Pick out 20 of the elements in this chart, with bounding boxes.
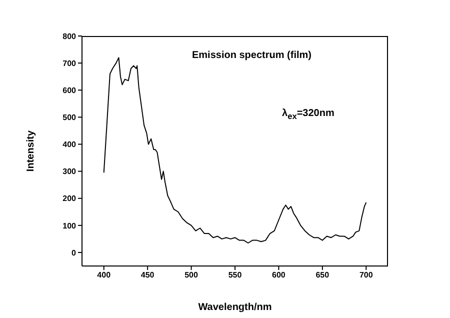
y-tick-label: 400 — [62, 140, 77, 150]
annotation: Emission spectrum (film) — [192, 50, 312, 61]
x-tick-label: 700 — [359, 270, 374, 280]
x-tick-label: 650 — [316, 270, 330, 280]
x-tick-label: 500 — [184, 270, 199, 280]
y-tick-label: 200 — [62, 194, 77, 204]
y-tick-label: 0 — [72, 248, 77, 258]
x-axis-title: Wavelength/nm — [198, 302, 272, 313]
x-tick-label: 550 — [228, 270, 242, 280]
y-tick-label: 300 — [62, 167, 77, 176]
annotation: λ$_{ex}$=320nm — [282, 108, 334, 121]
y-tick-label: 800 — [62, 32, 77, 41]
x-tick-label: 400 — [97, 270, 112, 280]
x-tick-label: 450 — [140, 270, 155, 280]
y-axis-title: Intensity — [26, 130, 37, 172]
x-tick-label: 600 — [272, 270, 286, 280]
y-tick-label: 500 — [62, 113, 77, 122]
y-tick-label: 600 — [62, 86, 77, 95]
y-tick-label: 100 — [62, 221, 77, 230]
y-tick-label: 700 — [62, 58, 77, 68]
